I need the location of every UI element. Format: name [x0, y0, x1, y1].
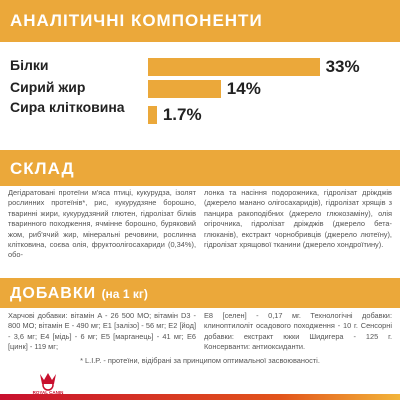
- logo: ROYAL CANIN: [33, 373, 64, 395]
- subtitle: (на 1 кг): [101, 287, 148, 301]
- row-label: Білки: [10, 57, 49, 73]
- additives-text: E8 [селен] - 0,17 мг. Технологічні добав…: [204, 311, 392, 352]
- section-band: СКЛАД: [0, 150, 400, 186]
- header-band: АНАЛІТИЧНІ КОМПОНЕНТИ: [0, 0, 400, 42]
- section-title: СКЛАД: [10, 159, 75, 178]
- row-label: Сирий жир: [10, 79, 86, 95]
- logo-text: ROYAL CANIN: [33, 390, 64, 395]
- bar: [148, 80, 221, 98]
- footnote: * L.I.P. - протеїни, відібрані за принци…: [80, 356, 320, 365]
- footer: ROYAL CANIN: [0, 373, 400, 400]
- value-label: 14%: [226, 79, 261, 98]
- value-label: 1.7%: [162, 105, 202, 124]
- title: ДОБАВКИ: [10, 285, 97, 302]
- section-title: ДОБАВКИ (на 1 кг): [10, 285, 148, 303]
- stripe: [0, 394, 400, 400]
- section-band: ДОБАВКИ (на 1 кг): [0, 278, 400, 308]
- composition-text: лонка та насіння подорожника, гідролізат…: [204, 188, 392, 250]
- row-label: Сира клітковина: [10, 99, 125, 115]
- section-title: АНАЛІТИЧНІ КОМПОНЕНТИ: [10, 11, 263, 30]
- composition-text: Дегідратовані протеїни м'яса птиці, куку…: [8, 188, 196, 260]
- bar: [148, 58, 320, 76]
- value-label: 33%: [325, 57, 360, 76]
- additives-text: Харчові добавки: вітамін A - 26 500 МО; …: [8, 311, 196, 352]
- bar: [148, 106, 157, 124]
